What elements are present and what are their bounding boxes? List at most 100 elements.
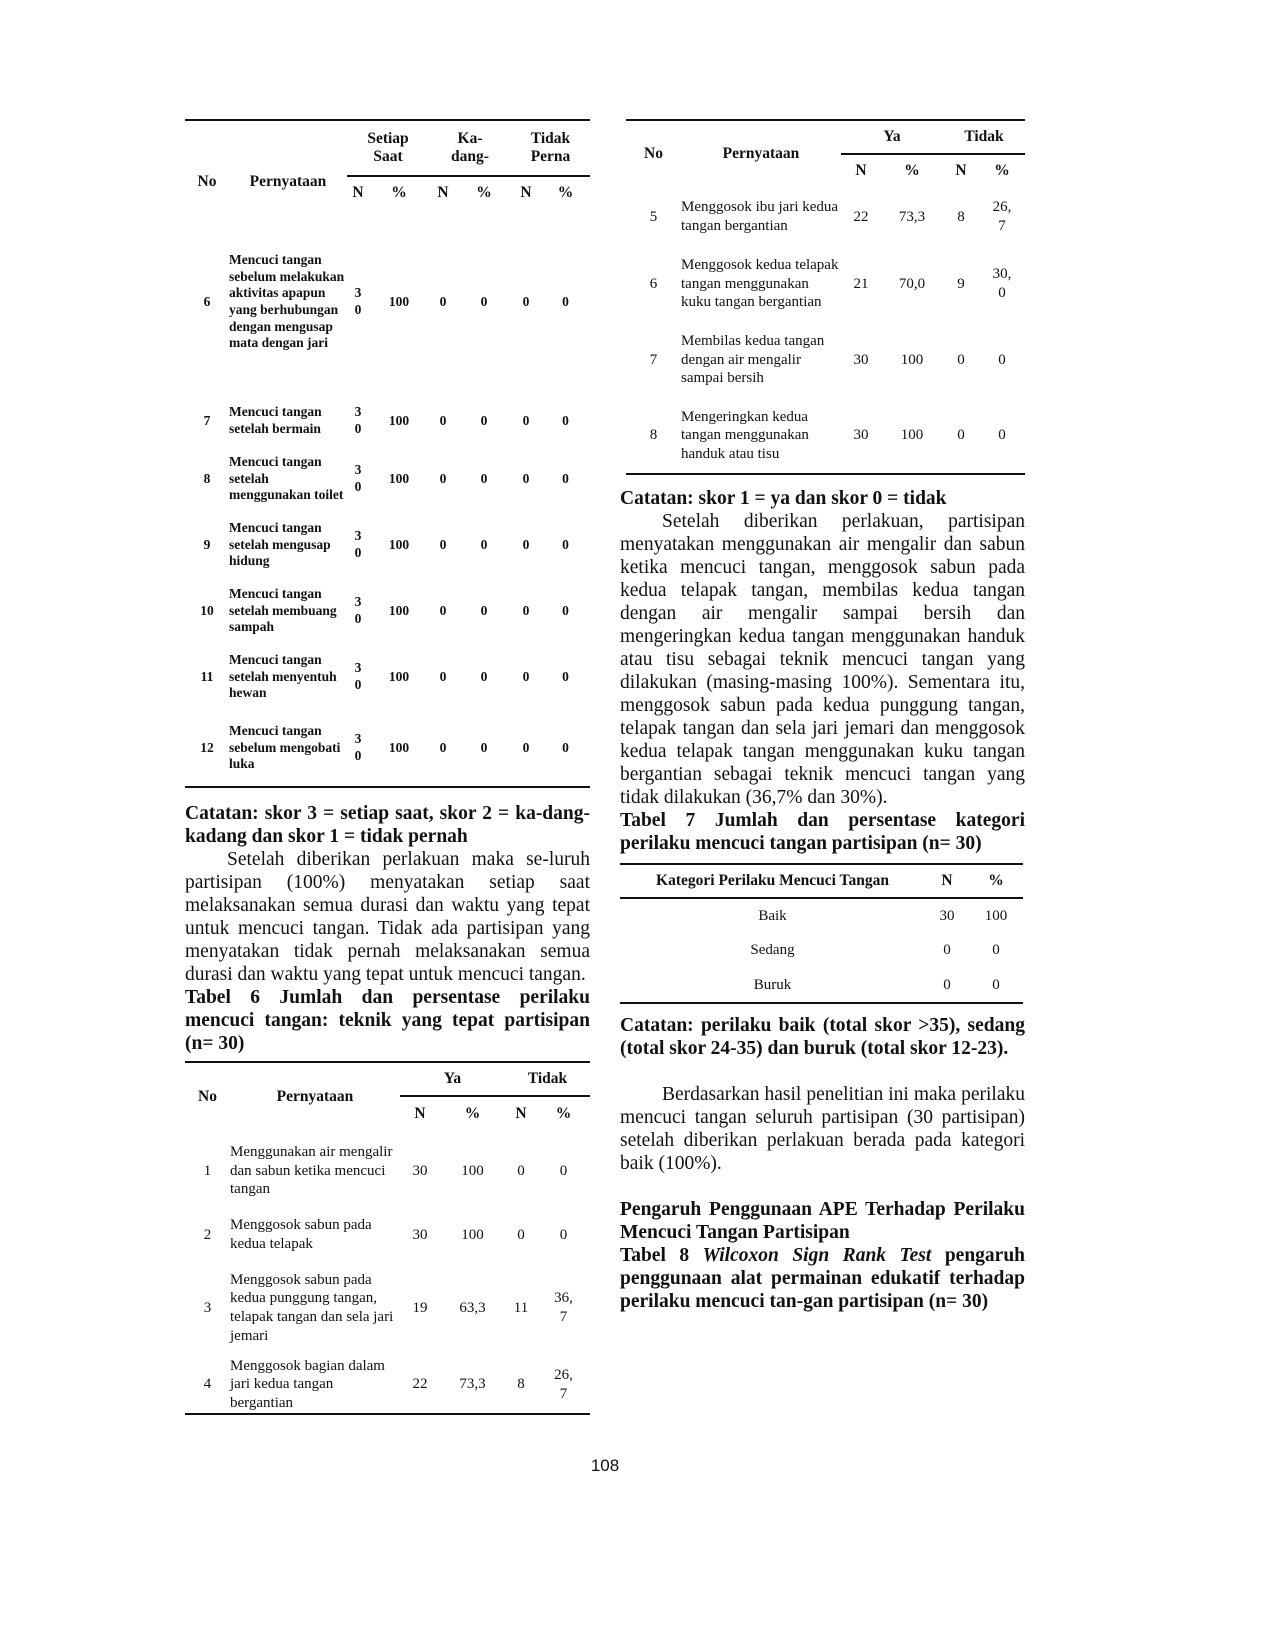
row-statement: Menggosok sabun pada kedua telapak (230, 1217, 372, 1252)
row-value: 30 (412, 1226, 428, 1243)
row-pct: 0 (992, 942, 1000, 959)
table-row: 10 Mencuci tangan setelah membuang sampah… (185, 578, 590, 644)
row-value: 0 (439, 536, 447, 552)
row-value: 100 (388, 739, 410, 755)
row-value: 22 (853, 208, 869, 225)
table-row: 6 Menggosok kedua telapak tangan mengguna… (626, 246, 1025, 322)
row-value: 100 (388, 536, 410, 552)
sub-header-pct: % (555, 1105, 572, 1123)
row-value: 30 (412, 1162, 428, 1179)
col-header-setiap-saat: Setiap Saat (347, 120, 429, 177)
row-number: 5 (649, 208, 658, 225)
row-value: 11 (513, 1299, 529, 1316)
row-value: 0 (562, 470, 569, 486)
table-row: Buruk 0 0 (620, 968, 1023, 1003)
col-header-tidak-pernah: Tidak Perna (511, 120, 590, 177)
row-value: 0 (522, 668, 530, 684)
row-number: 7 (649, 351, 658, 368)
table-7: Kategori Perilaku Mencuci Tangan N % Bai… (620, 863, 1023, 1004)
row-value: 100 (388, 668, 410, 684)
row-value: 73,3 (898, 208, 926, 225)
row-value: 0 (517, 1162, 525, 1179)
row-number: 2 (203, 1226, 212, 1243)
table-8-caption: Tabel 8 Wilcoxon Sign Rank Test pengaruh… (620, 1244, 1025, 1313)
sub-header-pct: % (391, 183, 407, 201)
sub-header-n: N (515, 1105, 527, 1123)
row-number: 6 (203, 293, 211, 309)
col-header-no: No (198, 1088, 217, 1106)
table-8-label: Tabel 8 (620, 1245, 690, 1266)
row-statement: Membilas kedua tangan dengan air mengali… (681, 333, 825, 387)
paragraph-2: Setelah diberikan perlakuan, partisipan … (620, 511, 1025, 808)
table-row: 6 Mencuci tangan sebelum melakukan aktivi… (185, 208, 590, 396)
row-value: 0 (998, 427, 1006, 444)
row-value: 0 (480, 668, 488, 684)
col-header-pct: % (988, 871, 1004, 889)
table-row: 5 Menggosok ibu jari kedua tangan bergant… (626, 188, 1025, 246)
sub-header-n: N (352, 183, 364, 201)
row-value: 8 (517, 1376, 525, 1393)
col-header-kadang: Ka- dang- (429, 120, 511, 177)
row-statement: Mencuci tangan setelah menggunakan toile… (229, 454, 344, 503)
row-value: 0 (559, 1162, 568, 1179)
row-statement: Menggunakan air mengalir dan sabun ketik… (230, 1144, 393, 1198)
row-value: 30 (853, 351, 869, 368)
table-5: No Pernyataan Setiap Saat Ka- dang- Tida… (185, 119, 590, 788)
table-5-note: Catatan: skor 3 = setiap saat, skor 2 = … (185, 803, 590, 847)
row-value: 0 (480, 739, 488, 755)
table-7-note: Catatan: perilaku baik (total skor >35),… (620, 1015, 1025, 1059)
row-value: 0 (480, 470, 488, 486)
row-value: 0 (957, 427, 965, 444)
table-6-part-1: No Pernyataan Ya Tidak N % N % 1 Mengguna… (185, 1061, 590, 1415)
row-value: 9 (957, 275, 965, 292)
col-header-no: No (197, 172, 217, 190)
row-value: 0 (439, 412, 447, 428)
row-value: 22 (412, 1376, 428, 1393)
row-number: 6 (649, 275, 658, 292)
table-row: 3 Menggosok sabun pada kedua punggung tan… (185, 1260, 590, 1356)
row-statement: Mencuci tangan setelah membuang sampah (229, 586, 337, 635)
row-n: 0 (943, 976, 951, 993)
row-value: 0 (562, 536, 569, 552)
row-value: 36, 7 (554, 1290, 573, 1325)
page-number: 108 (590, 1456, 620, 1475)
row-statement: Mengeringkan kedua tangan menggunakan ha… (681, 408, 809, 462)
row-number: 3 (203, 1299, 212, 1316)
sub-header-n: N (520, 183, 532, 201)
row-number: 1 (203, 1162, 212, 1179)
table-row: 8 Mengeringkan kedua tangan menggunakan h… (626, 398, 1025, 474)
row-statement: Mencuci tangan setelah bermain (229, 404, 322, 436)
row-number: 8 (649, 427, 658, 444)
row-statement: Menggosok kedua telapak tangan menggunak… (681, 257, 839, 311)
row-value: 63,3 (459, 1299, 486, 1316)
row-value: 0 (480, 536, 488, 552)
row-statement: Menggosok sabun pada kedua punggung tang… (230, 1271, 394, 1344)
row-value: 0 (480, 412, 488, 428)
row-value: 8 (957, 208, 965, 225)
table-row: 7 Mencuci tangan setelah bermain 3 0 100 0 0 0… (185, 396, 590, 446)
row-value: 0 (439, 470, 447, 486)
row-value: 0 (517, 1226, 525, 1243)
row-value: 0 (522, 412, 530, 428)
row-value: 21 (853, 275, 869, 292)
row-value: 0 (998, 351, 1006, 368)
col-header-pernyataan: Pernyataan (249, 172, 327, 190)
right-column: No Pernyataan Ya Tidak N % N % 5 Menggoso… (620, 119, 1025, 1313)
row-number: 9 (203, 536, 211, 552)
section-heading: Pengaruh Penggunaan APE Terhadap Perilak… (620, 1199, 1025, 1243)
row-value: 0 (439, 739, 447, 755)
row-statement: Mencuci tangan sebelum melakukan aktivit… (229, 252, 345, 351)
row-value: 19 (412, 1299, 428, 1316)
row-value: 100 (388, 412, 410, 428)
col-header-pernyataan: Pernyataan (722, 145, 800, 163)
sub-header-n: N (855, 162, 867, 180)
table-row: 2 Menggosok sabun pada kedua telapak 30 100… (185, 1210, 590, 1260)
row-n: 0 (943, 942, 951, 959)
row-value: 0 (522, 602, 530, 618)
row-number: 10 (200, 602, 214, 618)
table-row: 7 Membilas kedua tangan dengan air mengal… (626, 322, 1025, 398)
row-value: 3 0 (354, 528, 362, 560)
col-header-no: No (644, 145, 663, 163)
table-6-note: Catatan: skor 1 = ya dan skor 0 = tidak (620, 488, 947, 509)
